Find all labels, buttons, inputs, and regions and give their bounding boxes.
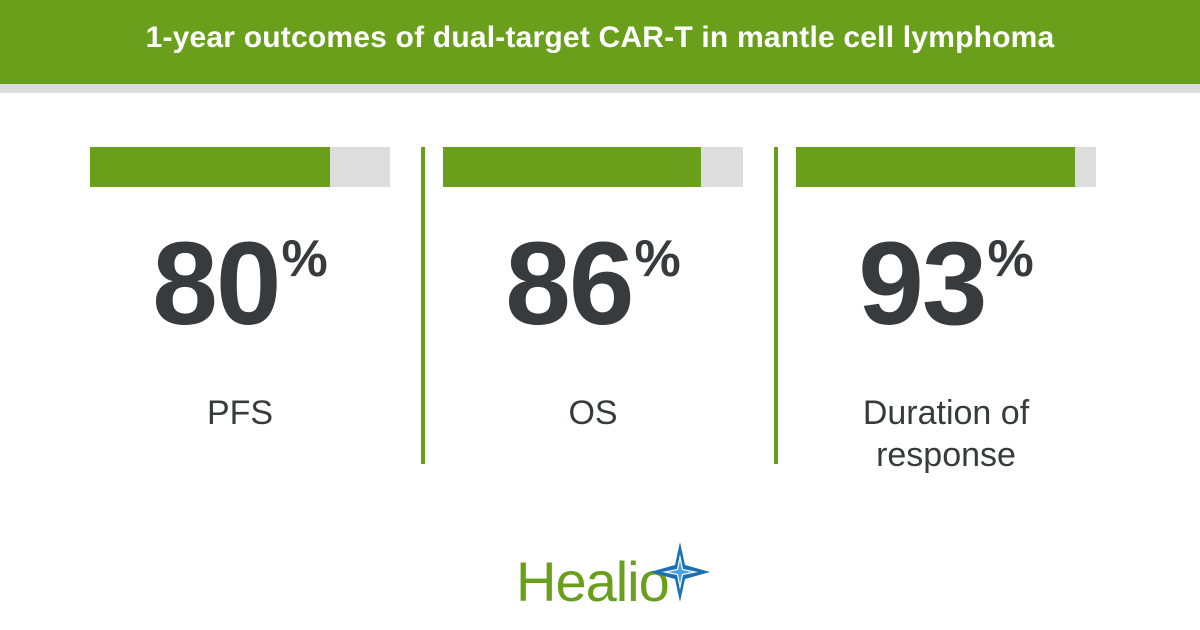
bar-track-pfs [90,147,390,187]
stat-number-pfs: 80 [152,218,281,350]
star-burst-icon [650,542,710,602]
stat-unit-os: % [634,230,681,288]
stat-value-pfs: 80% [90,225,390,343]
bar-fill-pfs [90,147,330,187]
bar-fill-duration-of-response [796,147,1075,187]
header-banner: 1-year outcomes of dual-target CAR-T in … [0,0,1200,84]
column-divider-1 [421,147,425,464]
bar-track-duration-of-response [796,147,1096,187]
stat-number-os: 86 [505,218,634,350]
stat-value-os: 86% [443,225,743,343]
healio-logo: Healio [516,540,716,610]
stat-label-pfs: PFS [206,394,274,432]
stat-unit-pfs: % [281,230,328,288]
stat-unit-duration-of-response: % [987,230,1034,288]
stat-label-os: OS [568,394,618,432]
header-rule [0,84,1200,93]
bar-fill-os [443,147,701,187]
stat-label-duration-of-response: Duration of response [862,394,1030,474]
bar-track-os [443,147,743,187]
stat-number-duration-of-response: 93 [858,218,987,350]
healio-logo-text: Healio [516,550,670,613]
stat-value-duration-of-response: 93% [796,225,1096,343]
column-divider-2 [774,147,778,464]
page-title: 1-year outcomes of dual-target CAR-T in … [145,21,1055,54]
